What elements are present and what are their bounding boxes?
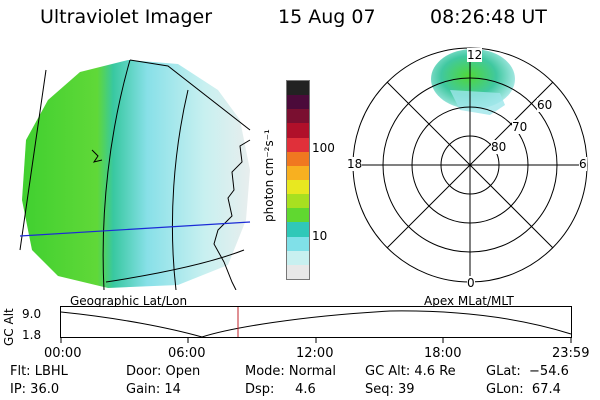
colorbar-swatch [287, 95, 309, 110]
status-door: Door: Open [126, 364, 201, 379]
polar-plot-caption: Apex MLat/MLT [424, 294, 514, 308]
timeline-x-tick-1800: 18:00 [424, 346, 462, 361]
status-ip: IP: 36.0 [10, 382, 60, 397]
geo-map-caption: Geographic Lat/Lon [70, 294, 188, 308]
mlt-label-18: 18 [347, 157, 363, 171]
status-glon: GLon: 67.4 [486, 382, 561, 397]
colorbar-swatch [287, 165, 309, 180]
colorbar-unit-label: photon cm⁻²s⁻¹ [262, 129, 276, 222]
emission-region [22, 60, 250, 288]
colorbar-swatch [287, 137, 309, 152]
status-gain: Gain: 14 [126, 382, 181, 397]
colorbar-swatch [287, 123, 309, 138]
mlt-label-6: 6 [579, 157, 587, 171]
colorbar-swatch [287, 250, 309, 265]
colorbar-swatch [287, 81, 309, 96]
status-glat: GLat: −54.6 [486, 364, 569, 379]
status-flt: Flt: LBHL [10, 364, 68, 379]
lat-label-60: 60 [537, 98, 553, 112]
timeline-y-tick-max: 9.0 [22, 307, 42, 321]
status-seq: Seq: 39 [365, 382, 415, 397]
altitude-timeline [60, 306, 572, 343]
geographic-map [19, 59, 251, 290]
polar-plot [352, 47, 588, 283]
colorbar-swatch [287, 109, 309, 124]
colorbar-tick-10: 10 [312, 229, 328, 243]
timeline-x-tick-0000: 00:00 [44, 346, 82, 361]
status-gc-alt: GC Alt: 4.6 Re [365, 364, 456, 379]
timeline-x-tick-2359: 23:59 [552, 346, 590, 361]
status-mode: Mode: Normal [245, 364, 336, 379]
colorbar-swatch [287, 236, 309, 251]
app-title: Ultraviolet Imager [40, 6, 213, 28]
lat-label-70: 70 [512, 120, 528, 134]
mlt-label-0: 0 [467, 276, 475, 290]
colorbar-tick-100: 100 [312, 141, 335, 155]
status-dsp: Dsp: 4.6 [245, 382, 316, 397]
colorbar-swatch [287, 194, 309, 209]
colorbar [286, 80, 310, 280]
timeline-axis-label: GC Alt [2, 308, 16, 346]
colorbar-swatch [287, 179, 309, 195]
mlt-label-12: 12 [467, 48, 483, 62]
colorbar-swatch [287, 208, 309, 223]
time-label: 08:26:48 UT [430, 6, 547, 28]
timeline-x-tick-1200: 12:00 [296, 346, 334, 361]
timeline-x-tick-0600: 06:00 [168, 346, 206, 361]
timeline-y-tick-min: 1.8 [22, 328, 42, 342]
lat-label-80: 80 [491, 140, 507, 154]
colorbar-swatch [287, 264, 309, 279]
colorbar-swatch [287, 222, 309, 237]
date-label: 15 Aug 07 [278, 6, 376, 28]
colorbar-swatch [287, 151, 309, 166]
